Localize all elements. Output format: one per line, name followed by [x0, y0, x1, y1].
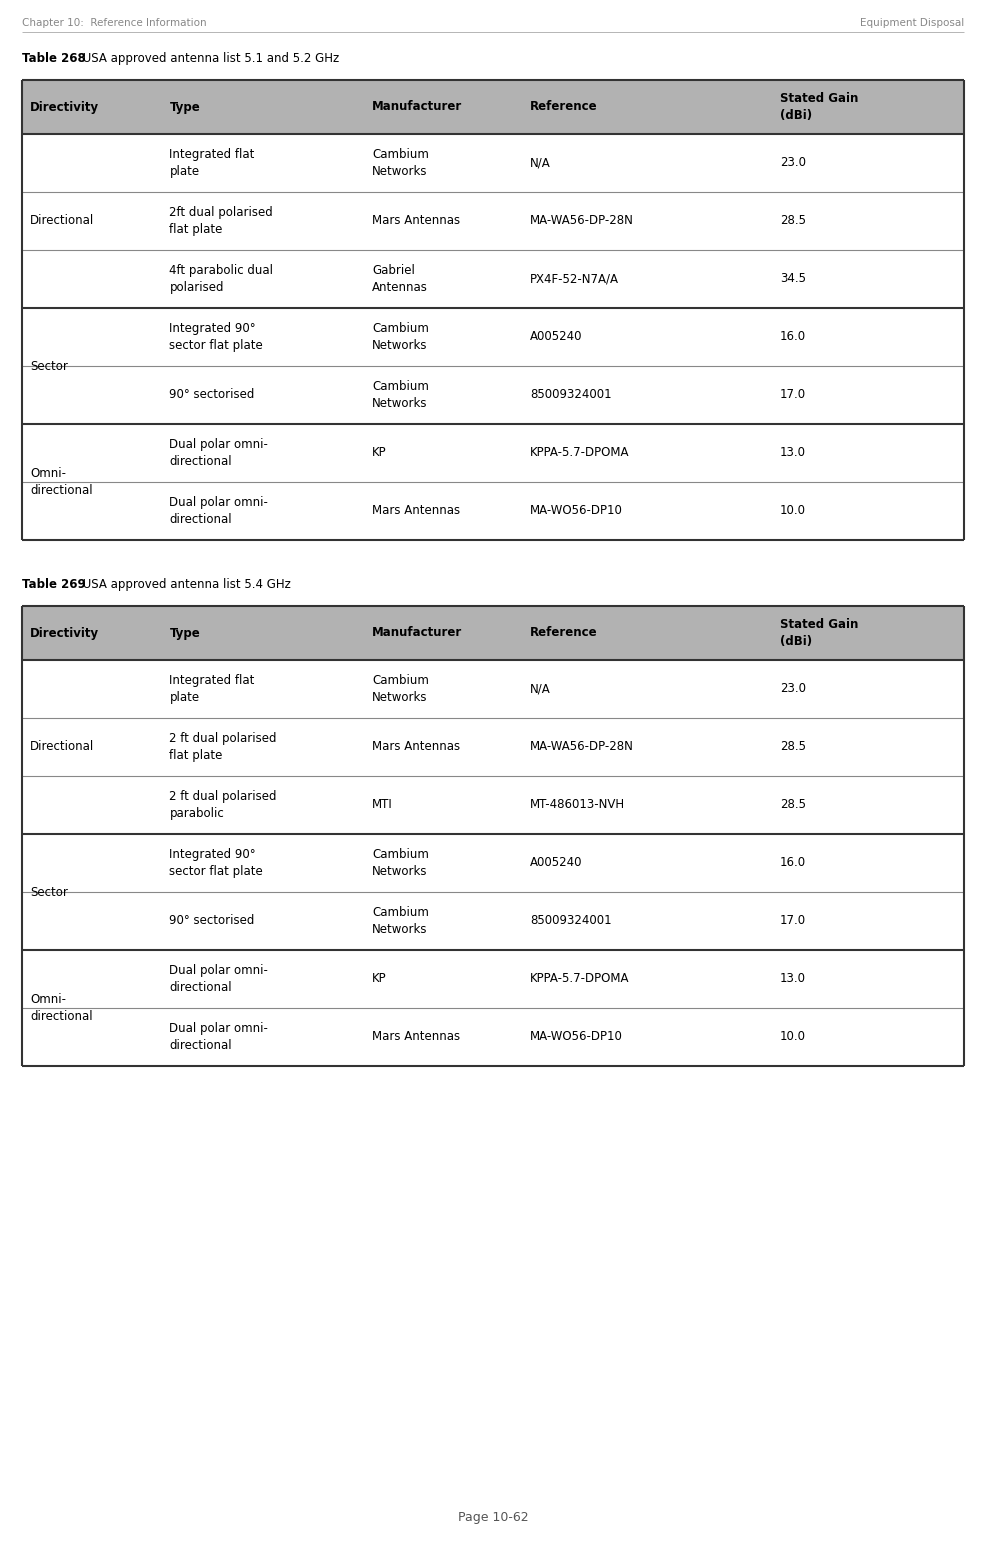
Text: USA approved antenna list 5.4 GHz: USA approved antenna list 5.4 GHz — [79, 578, 291, 591]
Text: 90° sectorised: 90° sectorised — [170, 389, 254, 401]
Text: Dual polar omni-
directional: Dual polar omni- directional — [170, 964, 268, 994]
Text: Directional: Directional — [30, 215, 95, 227]
Text: N/A: N/A — [530, 157, 551, 169]
Text: Table 269: Table 269 — [22, 578, 86, 591]
Text: 10.0: 10.0 — [780, 504, 806, 518]
Text: 16.0: 16.0 — [780, 331, 806, 344]
Text: Cambium
Networks: Cambium Networks — [372, 675, 429, 704]
Text: Integrated 90°
sector flat plate: Integrated 90° sector flat plate — [170, 847, 263, 877]
Text: 28.5: 28.5 — [780, 799, 806, 812]
Text: Sector: Sector — [30, 885, 68, 899]
Text: KPPA-5.7-DPOMA: KPPA-5.7-DPOMA — [530, 972, 630, 986]
Bar — [22, 606, 964, 659]
Text: Integrated flat
plate: Integrated flat plate — [170, 148, 254, 177]
Text: Omni-
directional: Omni- directional — [30, 994, 93, 1023]
Text: Integrated flat
plate: Integrated flat plate — [170, 675, 254, 704]
Text: 16.0: 16.0 — [780, 857, 806, 869]
Text: MT-486013-NVH: MT-486013-NVH — [530, 799, 625, 812]
Text: MTI: MTI — [372, 799, 392, 812]
Text: Omni-
directional: Omni- directional — [30, 466, 93, 496]
Text: Mars Antennas: Mars Antennas — [372, 504, 460, 518]
Text: Directivity: Directivity — [30, 627, 100, 639]
Text: 2 ft dual polarised
flat plate: 2 ft dual polarised flat plate — [170, 732, 277, 762]
Text: Integrated 90°
sector flat plate: Integrated 90° sector flat plate — [170, 322, 263, 351]
Text: Sector: Sector — [30, 359, 68, 373]
Text: MA-WA56-DP-28N: MA-WA56-DP-28N — [530, 740, 634, 754]
Text: A005240: A005240 — [530, 331, 583, 344]
Text: 23.0: 23.0 — [780, 157, 806, 169]
Text: Type: Type — [170, 101, 200, 114]
Text: Mars Antennas: Mars Antennas — [372, 215, 460, 227]
Text: Cambium
Networks: Cambium Networks — [372, 148, 429, 177]
Text: Cambium
Networks: Cambium Networks — [372, 847, 429, 877]
Text: Chapter 10:  Reference Information: Chapter 10: Reference Information — [22, 19, 207, 28]
Text: Dual polar omni-
directional: Dual polar omni- directional — [170, 496, 268, 526]
Text: Dual polar omni-
directional: Dual polar omni- directional — [170, 1022, 268, 1051]
Text: 28.5: 28.5 — [780, 215, 806, 227]
Text: Gabriel
Antennas: Gabriel Antennas — [372, 264, 428, 294]
Text: Reference: Reference — [530, 101, 598, 114]
Text: Stated Gain
(dBi): Stated Gain (dBi) — [780, 92, 858, 121]
Text: 17.0: 17.0 — [780, 914, 806, 927]
Text: Cambium
Networks: Cambium Networks — [372, 381, 429, 411]
Text: Mars Antennas: Mars Antennas — [372, 740, 460, 754]
Text: 13.0: 13.0 — [780, 972, 806, 986]
Text: Mars Antennas: Mars Antennas — [372, 1031, 460, 1043]
Text: Directivity: Directivity — [30, 101, 100, 114]
Text: N/A: N/A — [530, 683, 551, 695]
Text: 10.0: 10.0 — [780, 1031, 806, 1043]
Text: 34.5: 34.5 — [780, 272, 806, 286]
Text: MA-WO56-DP10: MA-WO56-DP10 — [530, 504, 623, 518]
Text: Dual polar omni-
directional: Dual polar omni- directional — [170, 439, 268, 468]
Text: MA-WA56-DP-28N: MA-WA56-DP-28N — [530, 215, 634, 227]
Text: PX4F-52-N7A/A: PX4F-52-N7A/A — [530, 272, 619, 286]
Text: USA approved antenna list 5.1 and 5.2 GHz: USA approved antenna list 5.1 and 5.2 GH… — [79, 51, 339, 65]
Text: 28.5: 28.5 — [780, 740, 806, 754]
Text: Reference: Reference — [530, 627, 598, 639]
Text: Directional: Directional — [30, 740, 95, 754]
Text: 13.0: 13.0 — [780, 446, 806, 459]
Text: Type: Type — [170, 627, 200, 639]
Text: Cambium
Networks: Cambium Networks — [372, 907, 429, 936]
Text: 85009324001: 85009324001 — [530, 389, 612, 401]
Text: Stated Gain
(dBi): Stated Gain (dBi) — [780, 619, 858, 648]
Bar — [22, 79, 964, 134]
Text: 17.0: 17.0 — [780, 389, 806, 401]
Text: Equipment Disposal: Equipment Disposal — [860, 19, 964, 28]
Text: Manufacturer: Manufacturer — [372, 627, 462, 639]
Text: Cambium
Networks: Cambium Networks — [372, 322, 429, 351]
Text: Page 10-62: Page 10-62 — [458, 1510, 528, 1524]
Text: 90° sectorised: 90° sectorised — [170, 914, 254, 927]
Text: KP: KP — [372, 446, 387, 459]
Text: Table 268: Table 268 — [22, 51, 86, 65]
Text: 23.0: 23.0 — [780, 683, 806, 695]
Text: 2 ft dual polarised
parabolic: 2 ft dual polarised parabolic — [170, 790, 277, 819]
Text: 2ft dual polarised
flat plate: 2ft dual polarised flat plate — [170, 207, 273, 236]
Text: KPPA-5.7-DPOMA: KPPA-5.7-DPOMA — [530, 446, 630, 459]
Text: KP: KP — [372, 972, 387, 986]
Text: 85009324001: 85009324001 — [530, 914, 612, 927]
Text: 4ft parabolic dual
polarised: 4ft parabolic dual polarised — [170, 264, 273, 294]
Text: MA-WO56-DP10: MA-WO56-DP10 — [530, 1031, 623, 1043]
Text: A005240: A005240 — [530, 857, 583, 869]
Text: Manufacturer: Manufacturer — [372, 101, 462, 114]
